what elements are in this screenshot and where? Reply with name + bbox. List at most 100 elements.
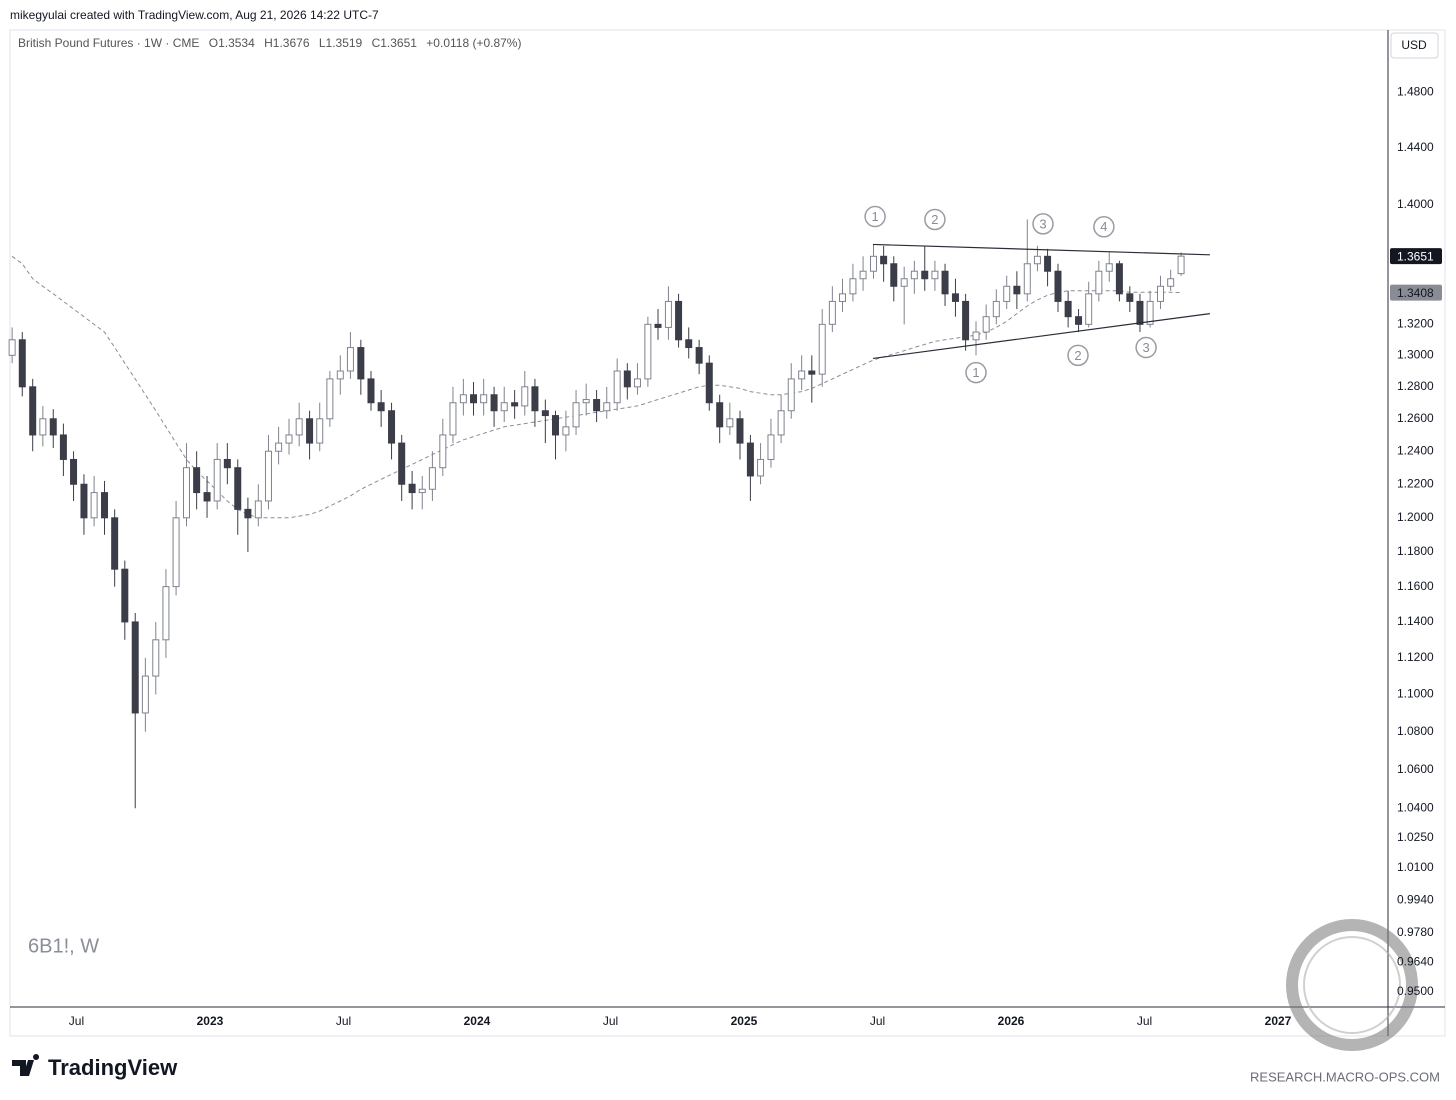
y-tick-label: 1.2600	[1397, 411, 1434, 425]
candle-body	[193, 467, 201, 494]
candle-body	[29, 386, 37, 436]
source: RESEARCH.MACRO-OPS.COM	[1250, 1069, 1440, 1084]
candle-body	[398, 442, 406, 485]
candle-body	[890, 263, 898, 287]
candle-body	[849, 278, 857, 295]
candle-body	[1075, 316, 1083, 325]
logo-mark	[12, 1054, 40, 1076]
candle-body	[172, 517, 180, 588]
candle-body	[1136, 300, 1144, 325]
candle-body	[306, 418, 314, 444]
candle-body	[121, 568, 129, 623]
wave-label: 2	[931, 212, 938, 227]
candle-body	[418, 488, 426, 494]
candle-body	[633, 378, 641, 388]
candle-body	[316, 418, 324, 444]
candle-body	[910, 270, 918, 280]
candle-body	[757, 458, 765, 477]
candle-body	[152, 639, 160, 677]
change: +0.0118 (+0.87%)	[426, 36, 521, 50]
price-badge-label: 1.3408	[1397, 286, 1434, 300]
candle-body	[900, 278, 908, 287]
ouroboros-logo	[1286, 919, 1418, 1051]
y-tick-label: 1.4800	[1397, 84, 1434, 98]
candle-body	[336, 370, 344, 380]
logo-ring	[1303, 936, 1401, 1034]
trendline	[872, 313, 1210, 360]
candle-body	[182, 467, 190, 519]
candle-body	[1157, 285, 1165, 302]
candle-body	[787, 378, 795, 412]
candle-body	[101, 492, 109, 519]
candle-body	[439, 434, 447, 469]
y-tick-label: 0.9780	[1397, 925, 1434, 939]
candle-body	[767, 434, 775, 460]
wave-marker	[1093, 216, 1115, 238]
credit: mikegyulai created with TradingView.com,…	[10, 8, 379, 22]
candle-body	[70, 458, 78, 485]
candle-body	[1146, 300, 1154, 325]
watermark: 6B1!, W	[28, 935, 99, 957]
candle-body	[59, 434, 67, 460]
candle-body	[982, 316, 990, 333]
ohlc: L1.3519	[319, 36, 363, 50]
candle-body	[480, 394, 488, 404]
ohlc: O1.3534	[209, 36, 255, 50]
candle-body	[644, 323, 652, 380]
candle-body	[511, 402, 519, 407]
y-tick-label: 0.9500	[1397, 984, 1434, 998]
y-tick-label: 1.1000	[1397, 687, 1434, 701]
y-tick-label: 1.4400	[1397, 140, 1434, 154]
candle-body	[131, 621, 139, 714]
candle-body	[1105, 263, 1113, 272]
candle-body	[972, 331, 980, 341]
candle-body	[962, 300, 970, 341]
candle-body	[623, 370, 631, 388]
wave-marker	[864, 205, 886, 228]
candle-body	[869, 255, 877, 272]
candle-body	[80, 483, 88, 519]
brand-logo: TradingView	[12, 1054, 178, 1080]
candle-body	[931, 270, 939, 280]
candle-body	[880, 255, 888, 265]
candle-body	[1115, 263, 1123, 295]
x-tick-label: Jul	[603, 1014, 618, 1028]
y-tick-label: 1.0800	[1397, 724, 1434, 738]
y-tick-label: 1.4000	[1397, 197, 1434, 211]
candle-body	[295, 418, 303, 436]
candle-body	[1095, 270, 1103, 295]
candle-body	[326, 378, 334, 420]
candle-body	[8, 339, 16, 356]
ohlc: C1.3651	[372, 36, 418, 50]
ohlc: H1.3676	[264, 36, 310, 50]
y-tick-label: 1.1200	[1397, 650, 1434, 664]
currency: USD	[1401, 38, 1427, 52]
y-tick-label: 0.9940	[1397, 892, 1434, 906]
candle-body	[839, 293, 847, 302]
candle-body	[254, 500, 262, 519]
wave-label: 1	[972, 365, 979, 380]
candle-body	[1003, 285, 1011, 302]
candle-body	[818, 323, 826, 375]
candle-body	[603, 402, 611, 412]
candle-body	[90, 492, 98, 519]
candle-body	[1013, 285, 1021, 295]
candle-body	[572, 402, 580, 428]
y-tick-label: 1.2800	[1397, 379, 1434, 393]
candle-body	[470, 394, 478, 404]
y-tick-label: 1.2400	[1397, 443, 1434, 457]
candle-body	[1023, 263, 1031, 295]
candle-body	[234, 467, 242, 510]
currency-box[interactable]	[1390, 32, 1439, 59]
candle-body	[726, 418, 734, 428]
wave-marker	[1135, 336, 1157, 359]
candle-body	[346, 347, 354, 372]
plot-area: 1 2 3 4 1 2 3	[8, 205, 1210, 809]
wave-label: 3	[1142, 340, 1149, 355]
x-tick-label: Jul	[69, 1014, 84, 1028]
candle-body	[1033, 255, 1041, 265]
candle-body	[716, 402, 724, 428]
candle-body	[551, 415, 559, 436]
symbol: British Pound Futures · 1W · CME	[18, 36, 199, 50]
wave-marker	[924, 208, 946, 231]
